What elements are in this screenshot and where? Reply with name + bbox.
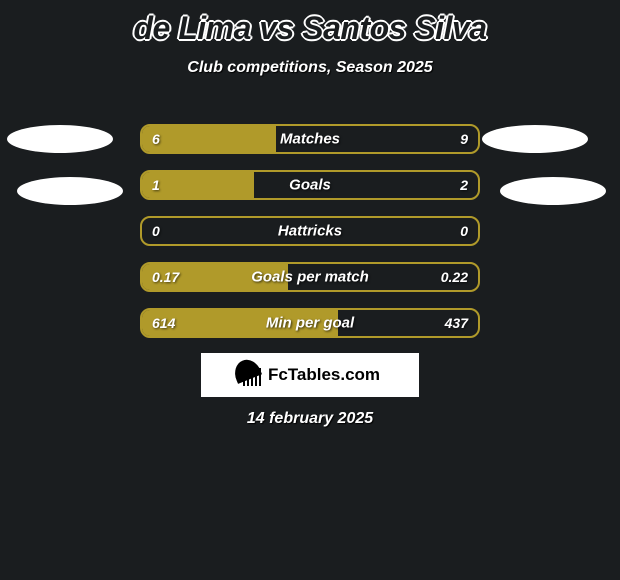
bar-left-value: 0 bbox=[152, 223, 160, 239]
bar-right-value: 437 bbox=[445, 315, 468, 331]
page-title: de Lima vs Santos Silva bbox=[0, 0, 620, 47]
bar-row-goals: 1 Goals 2 bbox=[140, 170, 480, 200]
player-left-ellipse-2 bbox=[17, 177, 123, 205]
date-text: 14 february 2025 bbox=[0, 410, 620, 428]
bar-right-value: 0.22 bbox=[441, 269, 468, 285]
bar-right-value: 0 bbox=[460, 223, 468, 239]
page-subtitle: Club competitions, Season 2025 bbox=[0, 59, 620, 77]
bar-row-goals-per-match: 0.17 Goals per match 0.22 bbox=[140, 262, 480, 292]
bar-label: Goals per match bbox=[251, 269, 369, 286]
chart-icon bbox=[240, 364, 262, 386]
bar-label: Hattricks bbox=[278, 223, 342, 240]
bar-right-value: 2 bbox=[460, 177, 468, 193]
bar-label: Matches bbox=[280, 131, 340, 148]
bar-left-value: 1 bbox=[152, 177, 160, 193]
bar-left-value: 614 bbox=[152, 315, 175, 331]
bar-row-matches: 6 Matches 9 bbox=[140, 124, 480, 154]
player-left-ellipse-1 bbox=[7, 125, 113, 153]
bar-row-hattricks: 0 Hattricks 0 bbox=[140, 216, 480, 246]
fctables-logo: FcTables.com bbox=[201, 353, 419, 397]
bar-label: Min per goal bbox=[266, 315, 354, 332]
bar-left-value: 6 bbox=[152, 131, 160, 147]
logo-text: FcTables.com bbox=[268, 365, 380, 385]
bar-right-value: 9 bbox=[460, 131, 468, 147]
comparison-bars-container: 6 Matches 9 1 Goals 2 0 Hattricks 0 0.17… bbox=[140, 124, 480, 354]
bar-left-value: 0.17 bbox=[152, 269, 179, 285]
bar-row-min-per-goal: 614 Min per goal 437 bbox=[140, 308, 480, 338]
bar-label: Goals bbox=[289, 177, 331, 194]
player-right-ellipse-1 bbox=[482, 125, 588, 153]
bar-fill bbox=[142, 126, 276, 152]
player-right-ellipse-2 bbox=[500, 177, 606, 205]
